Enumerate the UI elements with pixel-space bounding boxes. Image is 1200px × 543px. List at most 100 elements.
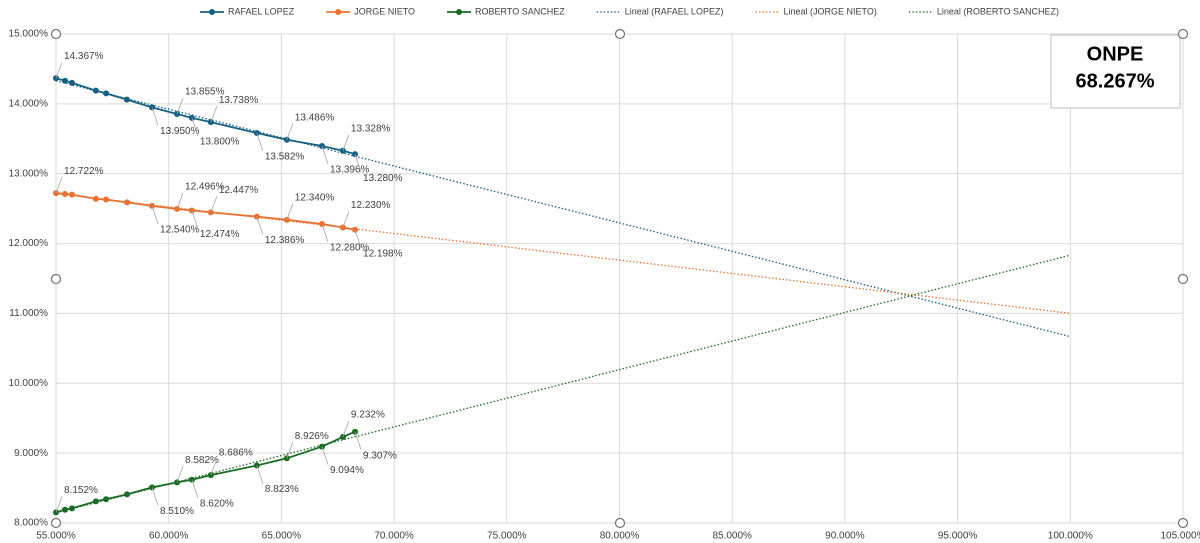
leader-line (286, 123, 294, 140)
y-tick-label: 13.000% (9, 168, 49, 179)
trendline (55, 254, 1071, 514)
handle (50, 28, 62, 40)
x-tick-label: 100.000% (1048, 531, 1093, 542)
data-label: 8.686% (219, 448, 253, 459)
handle (1177, 28, 1189, 40)
x-tick-label: 60.000% (149, 531, 189, 542)
y-tick-label: 8.000% (14, 518, 48, 529)
legend-label: Lineal (ROBERTO SANCHEZ) (937, 6, 1059, 16)
data-label: 12.474% (200, 229, 240, 240)
leader-line (176, 466, 184, 483)
data-label: 8.823% (265, 484, 299, 495)
data-label: 12.230% (351, 200, 391, 211)
data-label: 9.307% (363, 450, 397, 461)
x-tick-label: 55.000% (36, 531, 76, 542)
data-label: 12.540% (160, 224, 200, 235)
leader-line (321, 223, 329, 243)
point (103, 496, 110, 503)
leader-line (210, 106, 218, 123)
y-tick-label: 10.000% (9, 378, 49, 389)
data-label: 12.280% (330, 243, 370, 254)
data-label: 13.396% (330, 165, 370, 176)
leader-line (354, 431, 362, 450)
y-tick-label: 11.000% (9, 308, 48, 319)
leader-line (210, 196, 218, 213)
x-tick-label: 70.000% (374, 531, 414, 542)
legend-label: ROBERTO SANCHEZ (475, 6, 565, 16)
trendline (55, 192, 1071, 314)
data-label: 9.094% (330, 465, 364, 476)
legend-label: RAFAEL LOPEZ (228, 6, 295, 16)
leader-line (354, 229, 362, 248)
x-tick-label: 85.000% (712, 531, 752, 542)
data-label: 12.386% (265, 235, 305, 246)
legend-marker (209, 9, 215, 15)
point (62, 506, 69, 513)
point (69, 191, 76, 198)
leader-line (342, 134, 350, 151)
legend-marker (456, 9, 463, 15)
point (92, 87, 99, 94)
leader-line (354, 154, 362, 173)
x-tick-label: 65.000% (262, 531, 302, 542)
legend-marker (335, 9, 342, 15)
leader-line (151, 205, 159, 224)
handle (614, 28, 626, 40)
handle (1177, 517, 1189, 529)
data-label: 13.328% (351, 123, 391, 134)
data-label: 13.950% (160, 126, 200, 137)
leader-line (55, 176, 63, 194)
leader-line (342, 420, 350, 438)
data-label: 12.496% (185, 182, 225, 193)
handle (1177, 273, 1189, 285)
data-label: 13.486% (295, 112, 335, 123)
selection-handles (50, 28, 1189, 529)
point (92, 498, 99, 505)
handle (614, 517, 626, 529)
y-tick-label: 9.000% (14, 448, 48, 459)
leader-line (256, 465, 264, 484)
leader-line (286, 203, 294, 220)
data-label: 9.232% (351, 410, 385, 421)
point (69, 79, 76, 86)
y-tick-label: 15.000% (9, 29, 49, 40)
leader-line (210, 458, 218, 476)
point (103, 90, 110, 97)
annotation-box (1050, 34, 1181, 109)
annotation-title: ONPE (1087, 43, 1144, 65)
data-label: 12.198% (363, 248, 403, 259)
point (124, 199, 131, 206)
leader-line (176, 192, 184, 210)
data-label: 13.855% (185, 87, 225, 98)
data-label: 13.280% (363, 173, 403, 184)
y-tick-label: 14.000% (9, 98, 49, 109)
leader-line (55, 62, 63, 79)
y-tick-label: 12.000% (9, 238, 49, 249)
handle (50, 273, 62, 285)
leader-line (286, 442, 294, 459)
leader-line (256, 132, 264, 152)
point (69, 505, 76, 512)
data-label: 13.582% (265, 152, 305, 163)
data-label: 8.620% (200, 498, 234, 509)
data-label: 8.926% (295, 431, 329, 442)
leader-line (191, 210, 199, 229)
x-tick-label: 95.000% (938, 531, 978, 542)
x-tick-label: 75.000% (487, 531, 527, 542)
leader-line (342, 211, 350, 228)
annotation-text: 68.267% (1076, 70, 1155, 92)
leader-line (321, 145, 329, 165)
leader-line (176, 97, 184, 115)
leader-line (191, 117, 199, 136)
point (62, 77, 69, 84)
leader-line (321, 446, 329, 465)
point (103, 196, 110, 203)
data-label: 8.510% (160, 506, 194, 517)
legend-label: Lineal (RAFAEL LOPEZ) (625, 6, 724, 16)
legend-label: Lineal (JORGE NIETO) (783, 6, 876, 16)
data-label: 8.582% (185, 455, 219, 466)
x-tick-label: 105.000% (1160, 531, 1200, 542)
data-label: 14.367% (64, 51, 104, 62)
